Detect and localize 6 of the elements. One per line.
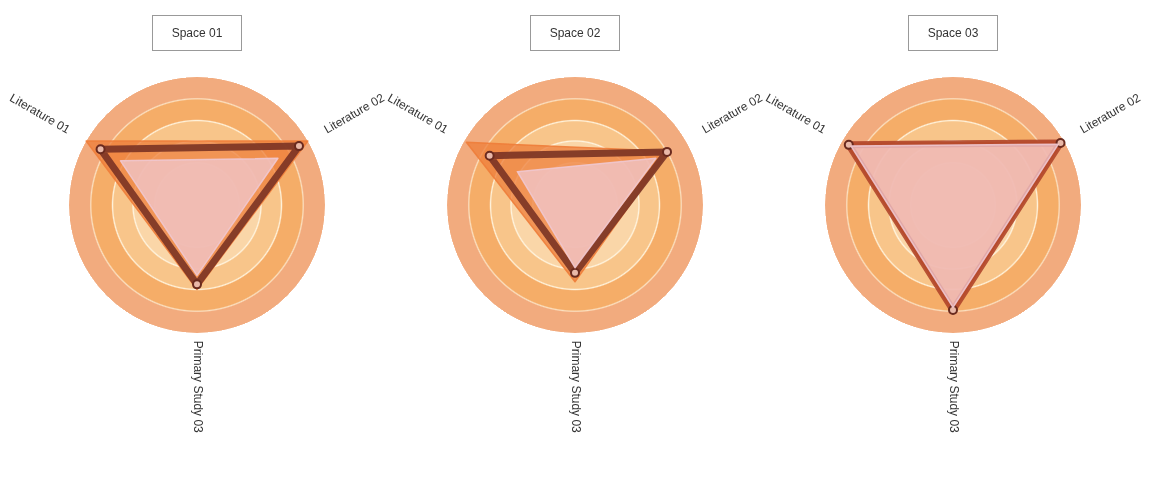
spoke-label: Primary Study 03 <box>190 340 205 434</box>
chart-title: Space 03 <box>908 15 998 51</box>
spoke-label: Primary Study 03 <box>568 340 583 434</box>
chart-title: Space 02 <box>530 15 620 51</box>
spoke-label: Primary Study 03 <box>946 340 961 434</box>
chart-title: Space 01 <box>152 15 242 51</box>
